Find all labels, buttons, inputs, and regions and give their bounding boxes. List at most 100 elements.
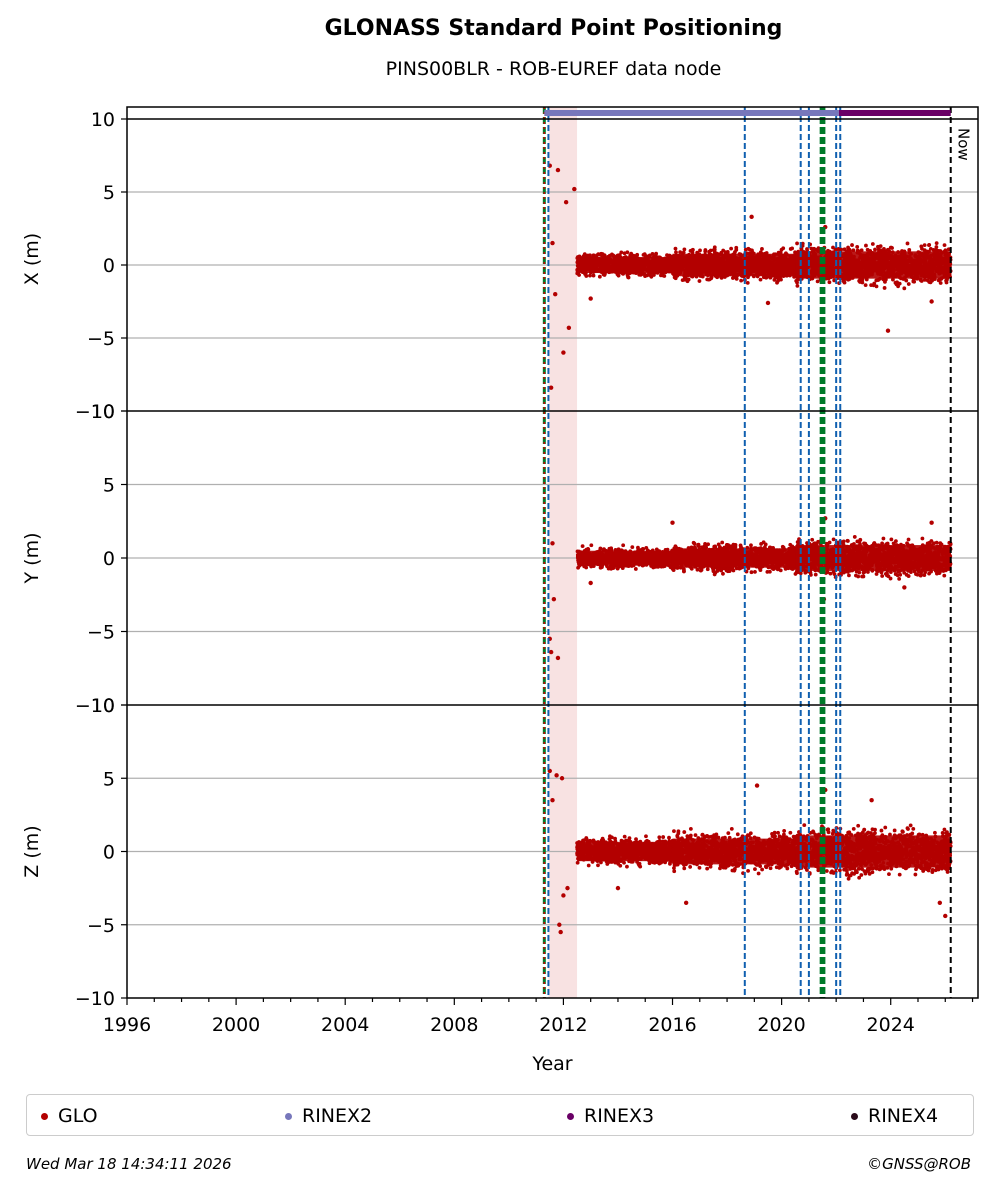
data-point [773,278,777,282]
data-point [674,250,678,254]
data-point [864,244,868,248]
data-point [654,252,658,256]
data-point [619,251,623,255]
data-point [581,544,585,548]
data-point [828,280,832,284]
data-point [630,545,634,549]
data-point [589,543,593,547]
data-point [750,248,754,252]
data-point [812,247,816,251]
data-point [796,284,800,288]
data-point [902,286,906,290]
data-point [609,567,613,571]
data-point [781,246,785,250]
data-point [876,245,880,249]
data-point [855,245,859,249]
data-point [721,249,725,253]
data-point [642,253,646,257]
data-point [889,246,893,250]
data-point [866,248,870,252]
data-point [795,281,799,285]
data-point [919,244,923,248]
data-point [596,252,600,256]
data-point [883,280,887,284]
data-point [907,282,911,286]
data-point [746,281,750,285]
data-point [904,279,908,283]
data-point [572,187,576,191]
data-point-band [577,257,672,273]
data-point [912,279,916,283]
data-point-band [577,551,672,566]
data-point [720,276,724,280]
data-point [753,570,757,574]
data-point [651,252,655,256]
data-point [775,281,779,285]
data-point [766,301,770,305]
data-point [674,247,678,251]
data-point [628,253,632,257]
data-point [850,243,854,247]
data-point [872,283,876,287]
y-tick-label: 5 [103,182,115,204]
data-point [689,249,693,253]
data-point [634,567,638,571]
data-point [886,329,890,333]
data-point [923,243,927,247]
data-point [682,247,686,251]
data-point [760,247,764,251]
data-point [698,279,702,283]
data-point [883,286,887,290]
data-point [843,247,847,251]
data-point [831,246,835,250]
data-point [944,279,948,283]
data-point [549,385,553,389]
data-point [898,282,902,286]
data-point [561,350,565,354]
data-point [550,241,554,245]
data-point [703,248,707,252]
data-point [696,543,700,547]
data-point [617,547,621,551]
data-point [943,243,947,247]
y-tick-label: −5 [87,328,115,350]
data-point-band [795,251,950,278]
data-point [929,299,933,303]
data-point [816,279,820,283]
data-point [746,247,750,251]
data-point [939,281,943,285]
data-point [599,547,603,551]
data-point [795,242,799,246]
data-point [598,275,602,279]
data-point [864,283,868,287]
data-point [686,279,690,283]
data-point [649,275,653,279]
data-point [927,243,931,247]
data-point [693,542,697,546]
data-point [731,276,735,280]
y-tick-label: 10 [91,109,115,131]
data-point [934,245,938,249]
data-point [611,254,615,258]
data-point [553,292,557,296]
data-point [749,543,753,547]
data-point [871,242,875,246]
data-point [906,242,910,246]
data-gap-band [548,107,577,998]
data-point-band [673,254,796,276]
data-point [709,249,713,253]
data-point [759,278,763,282]
data-point [882,247,886,251]
data-point [625,250,629,254]
data-point [564,200,568,204]
data-point [749,215,753,219]
data-point [641,547,645,551]
data-point [935,241,939,245]
data-point [729,247,733,251]
data-point [567,326,571,330]
data-point [556,168,560,172]
data-point [920,279,924,283]
data-point [764,276,768,280]
data-point [643,273,647,277]
